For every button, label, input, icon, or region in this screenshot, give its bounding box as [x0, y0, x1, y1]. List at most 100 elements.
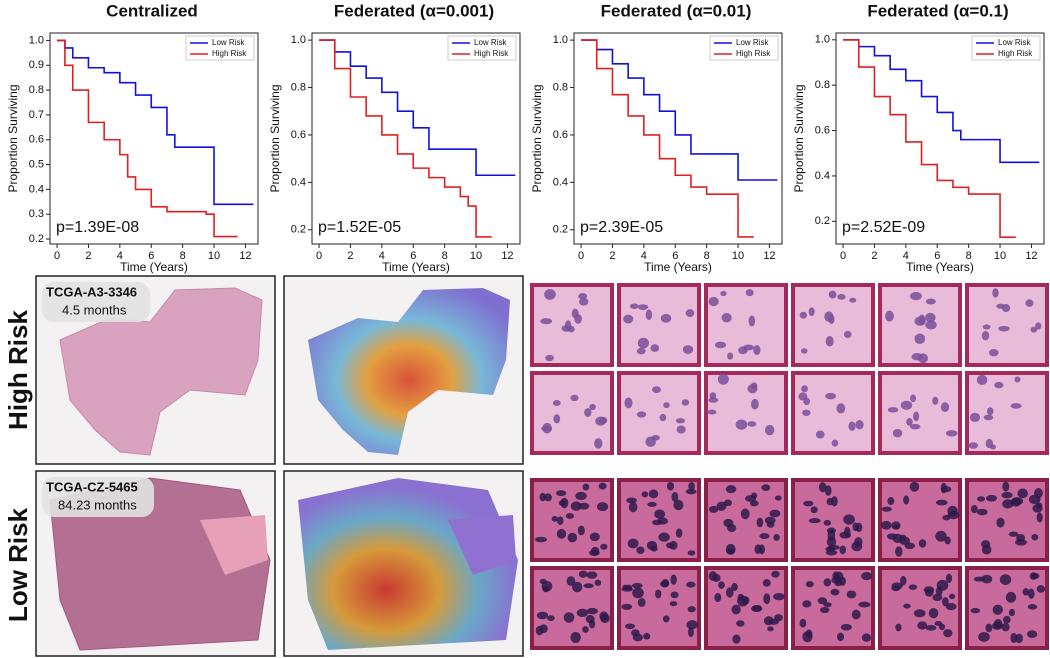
nucleus	[1001, 491, 1013, 499]
nucleus	[993, 619, 1003, 629]
nucleus	[577, 525, 585, 536]
x-tick-label: 2	[609, 250, 615, 262]
survival-time: 4.5 months	[62, 302, 127, 317]
p-value: p=2.39E-05	[580, 219, 663, 236]
nucleus	[707, 409, 717, 415]
x-axis-label: Time (Years)	[906, 260, 974, 274]
nucleus	[773, 533, 780, 541]
nucleus	[773, 592, 785, 601]
nucleus	[599, 416, 608, 424]
nucleus	[578, 570, 588, 578]
survival-curve	[581, 39, 778, 181]
nucleus	[940, 482, 947, 494]
nucleus	[996, 517, 1005, 528]
nucleus	[992, 604, 1003, 615]
legend-label: High Risk	[212, 49, 247, 58]
nucleus	[570, 501, 582, 511]
nucleus	[774, 495, 782, 501]
nucleus	[621, 586, 633, 592]
nucleus	[534, 536, 547, 543]
nucleus	[716, 501, 727, 511]
legend-label: Low Risk	[212, 38, 245, 47]
p-value: p=1.52E-05	[318, 219, 401, 236]
nucleus	[712, 573, 721, 582]
nucleus	[708, 397, 719, 403]
slide-id: TCGA-A3-3346	[46, 284, 137, 299]
nucleus	[913, 411, 920, 422]
nucleus	[732, 634, 741, 644]
nucleus	[542, 422, 552, 434]
nucleus	[983, 414, 994, 421]
nucleus	[570, 632, 581, 643]
y-tick-label: 1.0	[815, 34, 830, 46]
nucleus	[647, 501, 657, 507]
nucleus	[645, 309, 653, 321]
nucleus	[600, 543, 608, 550]
nucleus	[978, 632, 990, 642]
nucleus	[544, 288, 556, 300]
y-tick-label: 1.0	[553, 34, 568, 46]
nucleus	[913, 609, 926, 618]
x-tick-label: 8	[966, 250, 972, 262]
nucleus	[650, 344, 660, 352]
nucleus	[815, 430, 825, 439]
nucleus	[720, 290, 727, 297]
survival-curve	[319, 39, 492, 238]
nucleus	[985, 623, 993, 633]
nucleus	[846, 590, 857, 599]
nucleus	[1017, 488, 1028, 499]
nucleus	[565, 513, 575, 519]
nucleus	[825, 392, 836, 400]
y-tick-label: 0.9	[29, 59, 44, 71]
nucleus	[823, 519, 832, 526]
tissue-patch	[965, 371, 1049, 455]
nucleus	[982, 324, 991, 330]
nucleus	[572, 581, 583, 593]
survival-curve	[319, 39, 516, 177]
x-tick-label: 8	[180, 250, 186, 262]
nucleus	[583, 583, 594, 589]
nucleus	[969, 412, 981, 422]
nucleus	[1036, 585, 1046, 593]
nucleus	[839, 576, 847, 586]
y-tick-label: 0.5	[29, 158, 44, 170]
nucleus	[849, 297, 857, 303]
x-tick-label: 0	[840, 250, 846, 262]
p-value: p=2.52E-09	[842, 219, 925, 236]
nucleus	[881, 520, 892, 530]
nucleus	[818, 482, 827, 493]
nucleus	[594, 579, 602, 586]
nucleus	[943, 629, 953, 638]
nucleus	[723, 518, 734, 528]
nucleus	[887, 407, 899, 413]
nucleus	[557, 516, 564, 526]
nucleus	[932, 396, 939, 405]
nucleus	[909, 423, 921, 430]
nucleus	[756, 517, 764, 528]
y-tick-label: 0.8	[815, 79, 830, 91]
x-tick-label: 6	[148, 250, 154, 262]
nucleus	[1035, 322, 1042, 330]
nucleus	[654, 509, 666, 519]
nucleus	[1010, 403, 1022, 409]
heatmap	[308, 288, 510, 455]
x-tick-label: 0	[578, 250, 584, 262]
x-tick-label: 0	[316, 250, 322, 262]
nucleus	[928, 608, 939, 619]
nucleus	[986, 494, 998, 502]
nucleus	[763, 593, 771, 605]
legend-label: Low Risk	[736, 38, 769, 47]
x-tick-label: 2	[347, 250, 353, 262]
plot-frame	[835, 32, 1045, 245]
y-tick-label: 0.7	[29, 109, 44, 121]
nucleus	[594, 438, 603, 449]
nucleus	[918, 353, 928, 364]
nucleus	[805, 581, 814, 588]
nucleus	[671, 491, 679, 502]
nucleus	[970, 505, 978, 514]
nucleus	[885, 310, 894, 322]
nucleus	[903, 603, 911, 609]
nucleus	[547, 615, 555, 621]
nucleus	[1005, 591, 1017, 603]
tissue-patch	[965, 478, 1049, 562]
